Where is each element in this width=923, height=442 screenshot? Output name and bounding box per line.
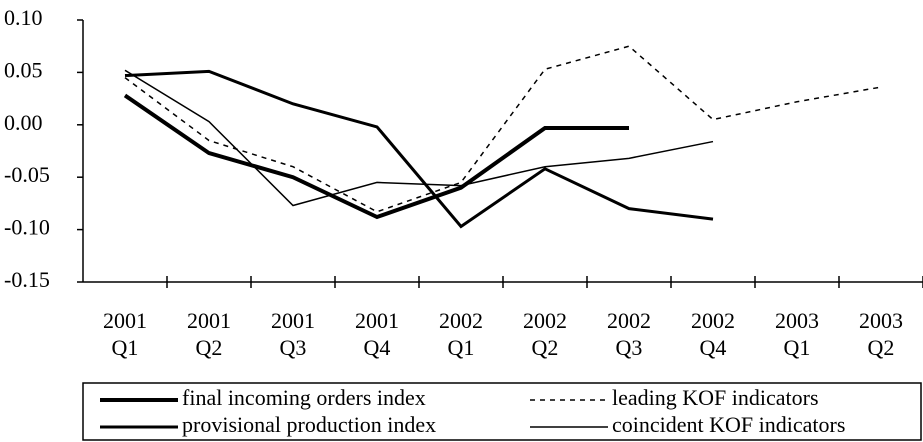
series-line [124, 69, 714, 229]
y-tick-label: 0.00 [4, 110, 43, 135]
x-tick-label: 2002 [607, 308, 651, 333]
legend-label: leading KOF indicators [612, 385, 819, 410]
series-line [123, 93, 629, 220]
x-tick-label: 2002 [523, 308, 567, 333]
x-tick-label: Q3 [616, 335, 643, 360]
legend-label: final incoming orders index [182, 385, 426, 410]
x-tick-label: Q1 [112, 335, 139, 360]
y-tick-label: -0.10 [4, 215, 50, 240]
legend-label: coincident KOF indicators [612, 412, 845, 437]
y-tick-label: -0.05 [4, 162, 50, 187]
x-tick-label: Q2 [532, 335, 559, 360]
x-tick-label: Q4 [700, 335, 727, 360]
x-tick-label: Q1 [784, 335, 811, 360]
x-tick-label: Q2 [196, 335, 223, 360]
series-line [124, 69, 714, 207]
x-tick-label: 2001 [271, 308, 315, 333]
x-tick-label: 2001 [187, 308, 231, 333]
x-tick-label: 2001 [103, 308, 147, 333]
x-tick-label: Q2 [868, 335, 895, 360]
y-tick-label: 0.05 [4, 57, 43, 82]
legend-box [82, 382, 922, 441]
x-tick-label: 2003 [859, 308, 903, 333]
y-tick-label: 0.10 [4, 5, 43, 30]
x-tick-label: Q3 [280, 335, 307, 360]
x-tick-label: Q4 [364, 335, 391, 360]
series-line [124, 45, 882, 213]
legend-label: provisional production index [182, 412, 436, 437]
x-tick-label: 2002 [691, 308, 735, 333]
x-tick-label: Q1 [448, 335, 475, 360]
x-tick-label: 2003 [775, 308, 819, 333]
x-tick-label: 2001 [355, 308, 399, 333]
x-tick-label: 2002 [439, 308, 483, 333]
y-tick-label: -0.15 [4, 267, 50, 292]
